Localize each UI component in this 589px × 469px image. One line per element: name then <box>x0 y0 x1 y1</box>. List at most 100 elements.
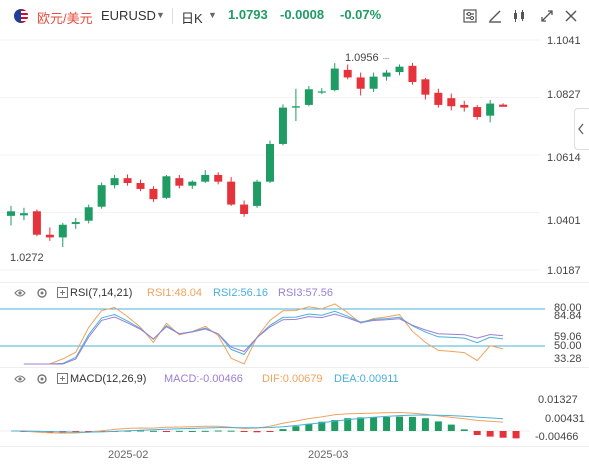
expand-icon[interactable] <box>57 373 68 384</box>
candle-body <box>382 72 391 77</box>
candle-body <box>201 174 210 182</box>
candle-body <box>45 234 54 238</box>
macd-bar <box>473 431 481 435</box>
candle-body <box>58 224 67 238</box>
macd-bar <box>370 417 378 431</box>
candle-body <box>499 104 508 107</box>
symbol-code[interactable]: EURUSD <box>101 8 156 23</box>
candlestick-chart[interactable] <box>0 32 589 280</box>
candle-body <box>71 222 80 224</box>
period-select[interactable]: 日K <box>181 11 203 26</box>
candle-body <box>162 176 171 198</box>
candle-body <box>304 89 313 105</box>
rsi-axis-label: 84.84 <box>554 310 582 322</box>
candle-body <box>369 76 378 89</box>
rsi-title: RSI(7,14,21) <box>70 287 133 299</box>
candle-body <box>149 188 158 200</box>
date-axis-line <box>0 446 589 447</box>
panel-divider <box>0 367 589 368</box>
candle-body <box>408 65 417 83</box>
macd-bar <box>266 431 274 432</box>
macd-bar <box>137 430 144 432</box>
candle-body <box>84 207 93 221</box>
macd-bar <box>344 418 352 431</box>
rsi-chart[interactable] <box>0 300 589 366</box>
macd-bar <box>512 431 520 439</box>
gear-icon[interactable] <box>36 287 48 299</box>
macd-bar <box>201 430 209 432</box>
price-axis-label: 1.1041 <box>547 35 581 47</box>
dea-line <box>11 414 504 433</box>
draw-tools-icon[interactable] <box>487 8 503 24</box>
macd-bar <box>292 426 300 431</box>
expand-icon[interactable] <box>57 287 68 298</box>
macd-axis-label: 0.00431 <box>545 413 585 425</box>
candle-body <box>486 103 495 116</box>
symbol-name[interactable]: 欧元/美元 <box>37 11 93 26</box>
candle-body <box>266 143 274 182</box>
macd-axis-label: -0.00466 <box>535 431 579 443</box>
collapse-panel-button[interactable] <box>574 108 589 150</box>
close-icon[interactable] <box>563 8 579 24</box>
toolbar: 欧元/美元 EURUSD ▼ 日K ▼ 1.0793 -0.0008 -0.07… <box>0 0 589 32</box>
macd-bar <box>486 431 494 437</box>
macd-bar <box>383 416 391 431</box>
candle-body <box>214 174 223 182</box>
macd-bar <box>499 431 507 438</box>
rsi3-value: RSI3:57.56 <box>278 287 334 299</box>
fullscreen-icon[interactable] <box>539 8 555 24</box>
indicator-settings-icon[interactable] <box>462 8 478 24</box>
chart-type-icon[interactable] <box>511 8 527 24</box>
candle-body <box>136 183 145 189</box>
macd-value: MACD:-0.00466 <box>164 373 243 385</box>
eye-icon[interactable] <box>14 287 26 299</box>
candle-body <box>32 211 41 235</box>
high-marker-line: ┈ <box>383 54 390 65</box>
gear-icon[interactable] <box>36 373 48 385</box>
dif-value: DIF:0.00679 <box>262 373 323 385</box>
candle-body <box>175 178 184 186</box>
candle-body <box>473 107 482 118</box>
macd-bar <box>227 430 235 432</box>
candle-body <box>330 68 339 91</box>
candle-body <box>460 104 469 108</box>
macd-bar <box>447 424 455 431</box>
eye-icon[interactable] <box>14 373 26 385</box>
macd-bar <box>331 420 339 431</box>
rsi2-value: RSI2:56.16 <box>213 287 269 299</box>
rsi1-line <box>23 303 504 365</box>
period-dropdown-icon[interactable]: ▼ <box>208 10 217 20</box>
candle-body <box>278 107 287 144</box>
rsi-axis-label: 33.28 <box>554 353 582 365</box>
macd-bar <box>149 430 157 432</box>
macd-bar <box>421 418 429 431</box>
candle-body <box>421 79 430 95</box>
dif-line <box>10 411 504 434</box>
rsi1-value: RSI1:48.04 <box>147 287 203 299</box>
macd-bar <box>396 416 403 431</box>
candle-body <box>227 181 236 205</box>
candle-body <box>434 92 443 105</box>
panel-divider <box>0 282 589 283</box>
symbol-dropdown-icon[interactable]: ▼ <box>156 10 165 20</box>
chevron-left-icon <box>578 123 584 135</box>
candle-body <box>240 204 249 214</box>
eu-us-flag-icon <box>14 9 28 23</box>
macd-bar <box>240 431 248 432</box>
candle-body <box>110 178 119 186</box>
macd-bar <box>253 431 261 433</box>
price-change: -0.0008 <box>280 7 325 22</box>
macd-title: MACD(12,26,9) <box>70 373 147 385</box>
macd-bar <box>279 429 287 431</box>
price-axis-label: 1.0827 <box>547 89 581 101</box>
candle-body <box>19 213 28 216</box>
date-label: 2025-03 <box>308 449 349 461</box>
macd-chart[interactable] <box>0 386 589 448</box>
price-axis-label: 1.0187 <box>547 265 581 277</box>
macd-bar <box>162 431 170 432</box>
candle-body <box>97 185 106 207</box>
macd-axis-label: 0.01327 <box>538 394 578 406</box>
current-price: 1.0793 <box>228 7 268 22</box>
rsi-axis-label: 50.00 <box>554 340 582 352</box>
price-axis-label: 1.0614 <box>547 152 581 164</box>
